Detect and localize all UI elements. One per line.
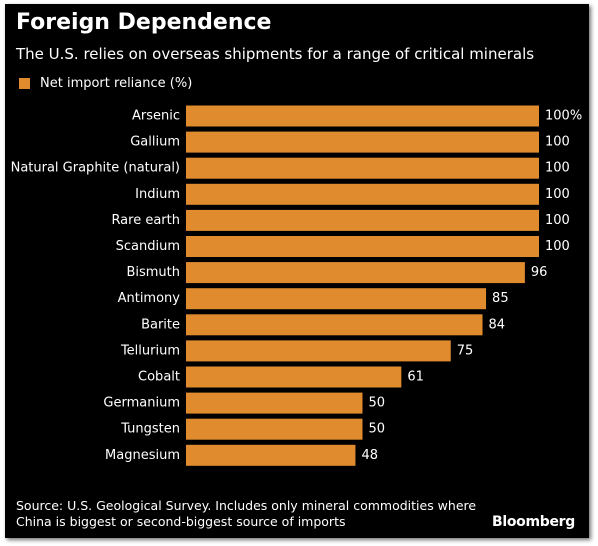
bar xyxy=(186,366,402,388)
category-label: Magnesium xyxy=(105,448,180,463)
value-label: 48 xyxy=(361,448,378,463)
bar xyxy=(186,418,363,440)
bar xyxy=(186,157,539,179)
chart-subtitle: The U.S. relies on overseas shipments fo… xyxy=(16,45,535,63)
category-label: Barite xyxy=(141,317,180,332)
category-label: Bismuth xyxy=(126,265,180,280)
bar xyxy=(186,105,539,127)
value-label: 50 xyxy=(369,422,386,437)
legend-label: Net import reliance (%) xyxy=(40,76,193,91)
category-label: Tellurium xyxy=(120,343,180,358)
category-label: Antimony xyxy=(118,291,181,306)
bar xyxy=(186,183,539,205)
bar-chart: Arsenic 100% Gallium 100 Natural Graphite (n… xyxy=(11,105,582,466)
bar xyxy=(186,392,363,414)
bar xyxy=(186,209,539,231)
value-label: 50 xyxy=(369,396,386,411)
category-label: Scandium xyxy=(116,239,180,254)
source-note: Source: U.S. Geological Survey. Includes… xyxy=(16,498,496,530)
bar xyxy=(186,131,539,153)
bar xyxy=(186,262,525,284)
category-label: Indium xyxy=(135,187,180,202)
value-label: 75 xyxy=(457,343,474,358)
value-label: 100 xyxy=(545,161,570,176)
value-label: 61 xyxy=(407,370,424,385)
bar xyxy=(186,444,356,466)
category-label: Cobalt xyxy=(138,370,180,385)
category-label: Germanium xyxy=(103,396,180,411)
category-label: Gallium xyxy=(130,135,180,150)
bar xyxy=(186,314,483,336)
legend-swatch xyxy=(19,78,30,89)
value-label: 100% xyxy=(545,109,582,124)
chart-panel: Foreign Dependence The U.S. relies on ov… xyxy=(5,4,589,538)
category-label: Natural Graphite (natural) xyxy=(11,161,180,176)
chart-title: Foreign Dependence xyxy=(16,10,272,35)
bar xyxy=(186,340,451,362)
value-label: 100 xyxy=(545,213,570,228)
category-label: Rare earth xyxy=(111,213,180,228)
bar xyxy=(186,236,539,257)
category-label: Arsenic xyxy=(132,109,180,124)
value-label: 100 xyxy=(545,135,570,150)
value-label: 85 xyxy=(492,291,509,306)
legend: Net import reliance (%) xyxy=(19,76,192,91)
source-line-2: China is biggest or second-biggest sourc… xyxy=(16,514,346,529)
bloomberg-logo: Bloomberg xyxy=(491,514,575,530)
value-label: 84 xyxy=(489,317,506,332)
bar xyxy=(186,288,487,310)
value-label: 100 xyxy=(545,187,570,202)
value-label: 96 xyxy=(531,265,548,280)
category-label: Tungsten xyxy=(120,422,180,437)
value-label: 100 xyxy=(545,239,570,254)
source-line-1: Source: U.S. Geological Survey. Includes… xyxy=(16,498,477,513)
